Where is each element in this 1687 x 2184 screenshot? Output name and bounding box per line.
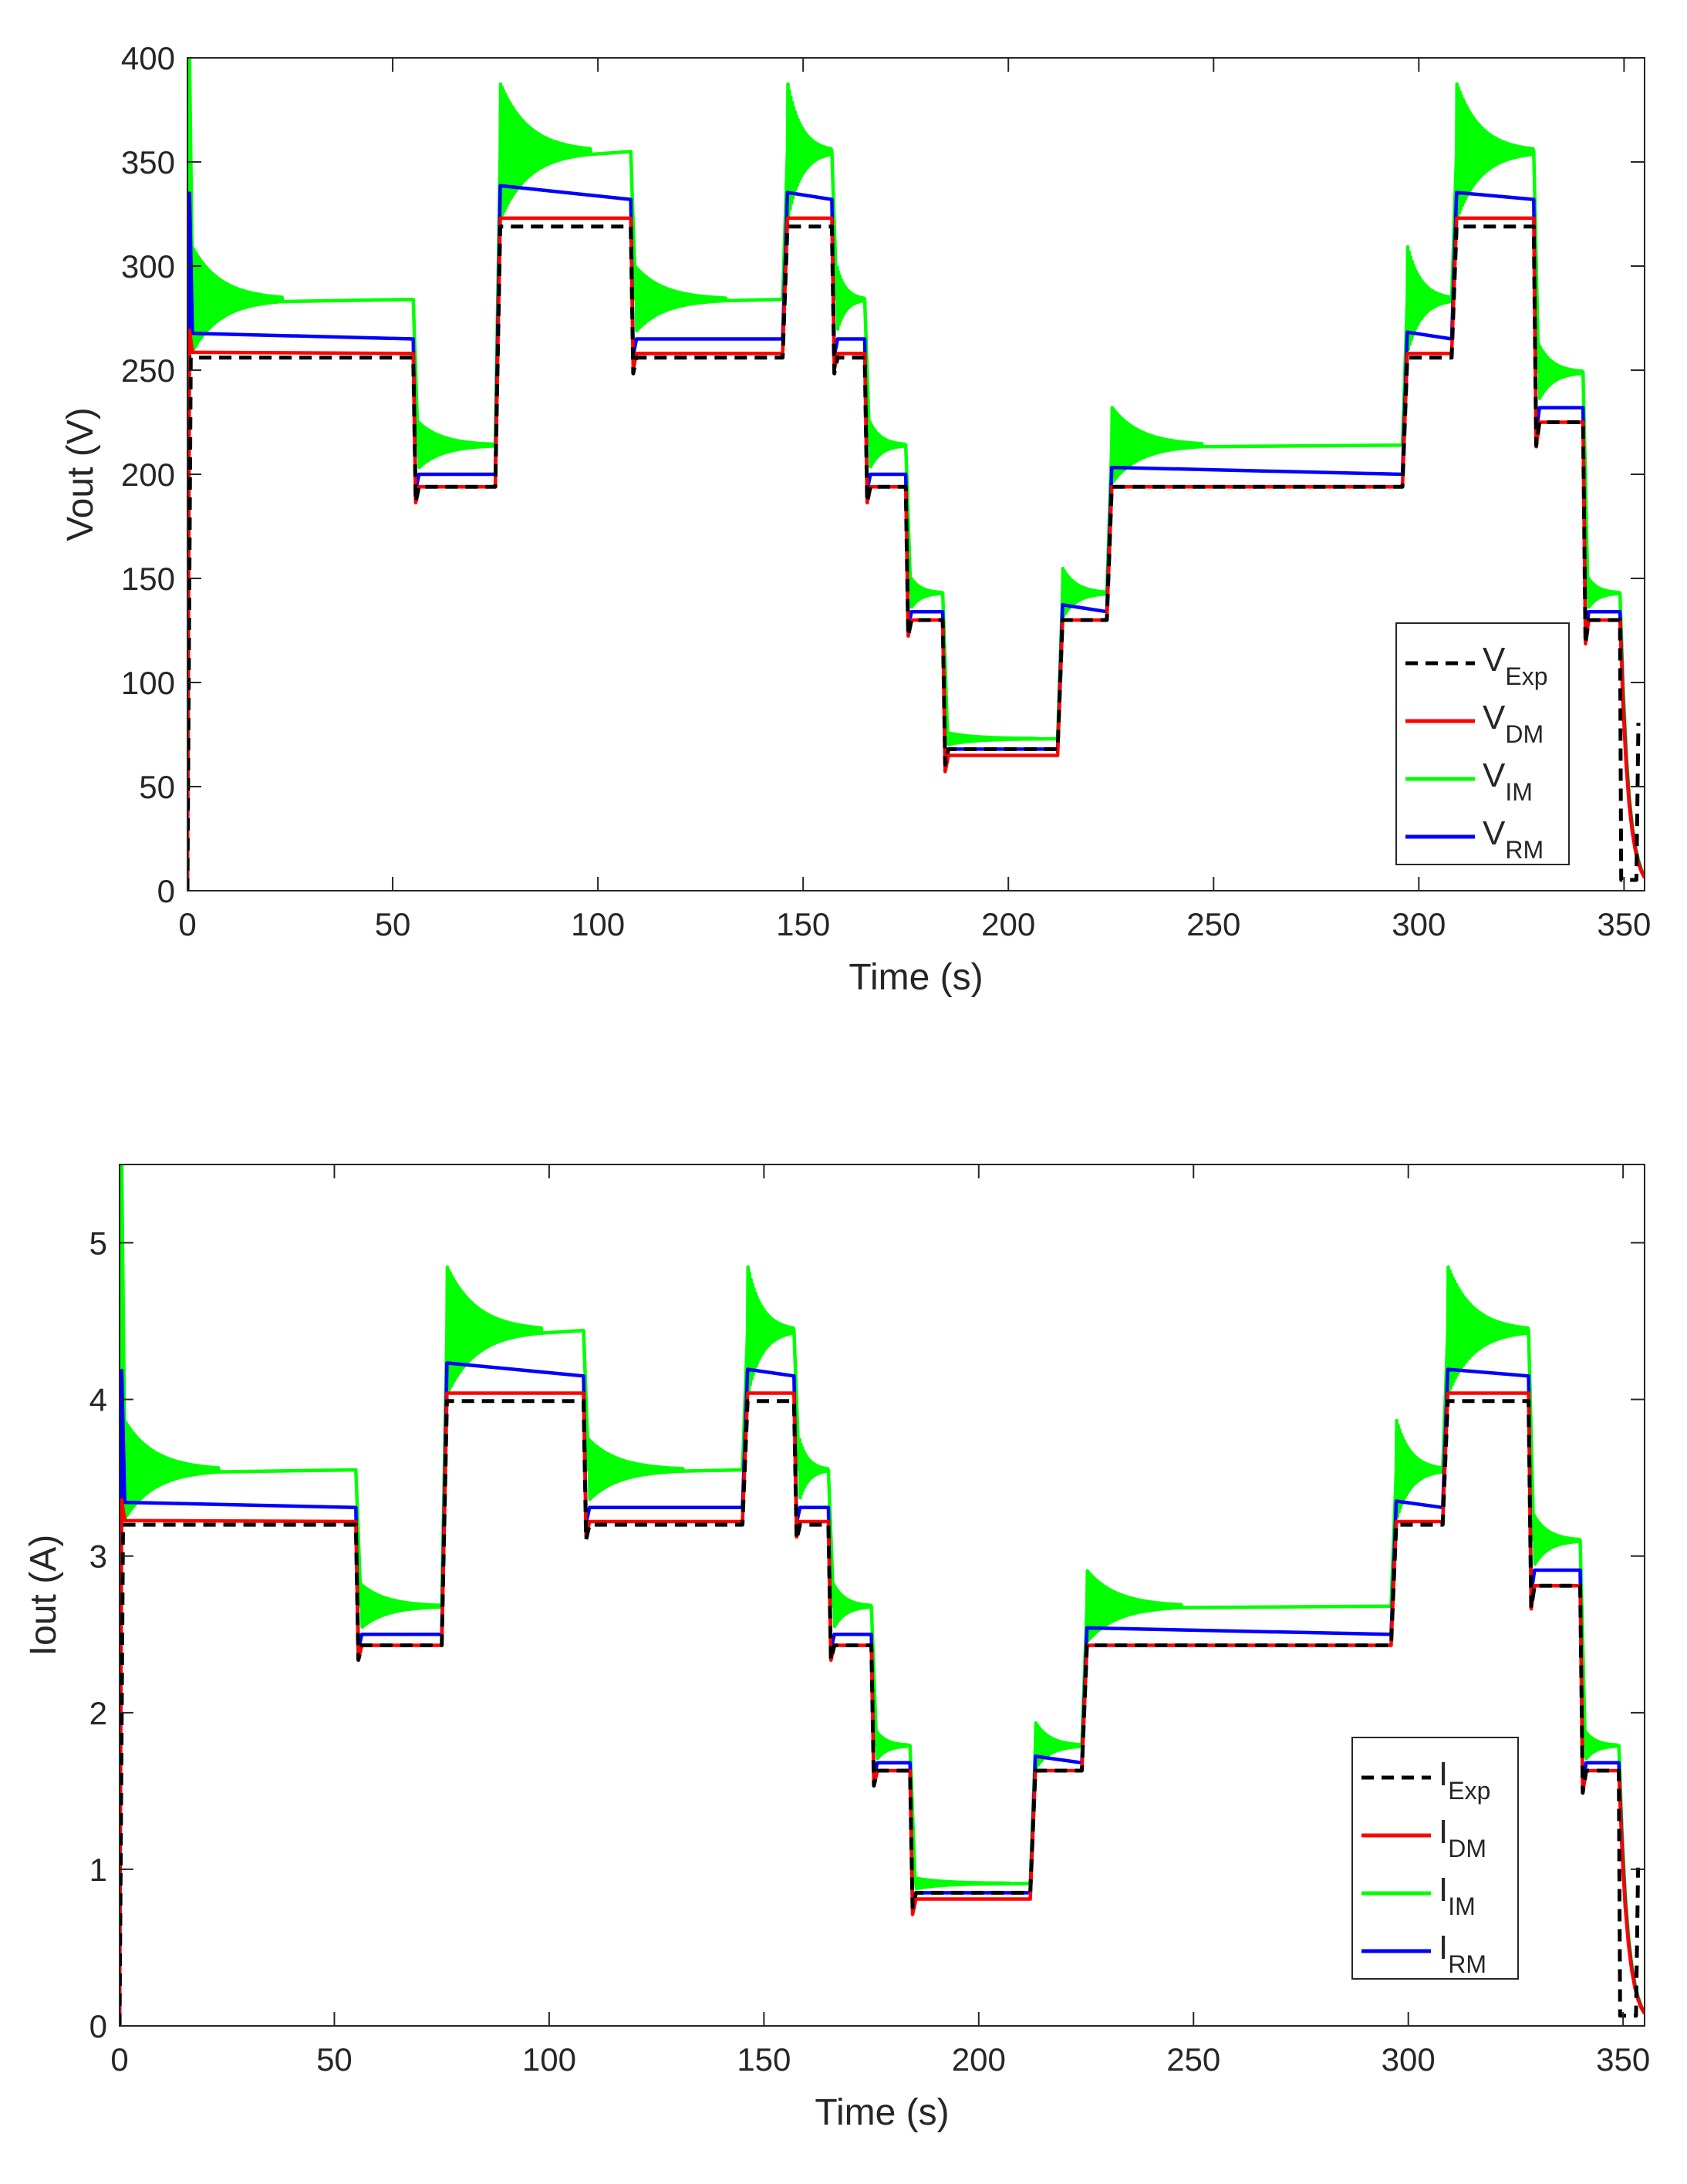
- x-tick-label: 100: [571, 906, 625, 942]
- y-tick-label: 5: [89, 1225, 107, 1262]
- y-tick-label: 50: [139, 769, 175, 805]
- x-axis-label: Time (s): [815, 2092, 949, 2133]
- x-tick-label: 50: [375, 906, 411, 942]
- series-line-exp: [120, 1399, 1641, 2026]
- current-plot: 0 50 100 150 200 250 300 350 0 1 2 3 4 5 Time (s) Iout …: [23, 1164, 1650, 2133]
- x-tick-label: 0: [178, 906, 196, 942]
- x-tick-label: 250: [1166, 2041, 1220, 2078]
- x-tick-label: 150: [737, 2041, 791, 2078]
- y-tick-label: 0: [89, 2008, 107, 2044]
- x-tick-label: 0: [110, 2041, 128, 2078]
- series-lines: [187, 58, 1645, 891]
- x-axis-label: Time (s): [849, 957, 983, 998]
- y-tick-label: 150: [121, 561, 175, 597]
- y-axis-label: Iout (A): [23, 1535, 64, 1656]
- x-tick-label: 50: [316, 2041, 353, 2078]
- y-tick-label: 3: [89, 1539, 107, 1575]
- series-line-exp: [187, 224, 1641, 891]
- y-tick-label: 250: [121, 352, 175, 389]
- x-tick-label: 350: [1597, 906, 1651, 942]
- y-tick-label: 1: [89, 1852, 107, 1888]
- legend-label-exp: IExp: [1439, 1755, 1490, 1805]
- x-tick-label: 100: [522, 2041, 576, 2078]
- y-tick-label: 400: [121, 40, 175, 76]
- series-line-im: [187, 58, 1645, 891]
- x-tick-label: 350: [1596, 2041, 1650, 2078]
- series-line-im: [120, 1164, 1645, 2026]
- x-tick-label: 200: [981, 906, 1035, 942]
- y-tick-label: 4: [89, 1382, 107, 1418]
- y-axis-label: Vout (V): [60, 407, 101, 541]
- voltage-plot: 0 50 100 150 200 250 300 350 0 50 100 150 200 250 300 3…: [60, 40, 1651, 998]
- y-tick-label: 350: [121, 144, 175, 180]
- series-lines: [120, 1164, 1645, 2026]
- legend-box: [1395, 622, 1570, 865]
- x-tick-label: 150: [776, 906, 830, 942]
- y-tick-label: 300: [121, 248, 175, 285]
- x-tick-label: 300: [1382, 2041, 1436, 2078]
- x-tick-label: 250: [1186, 906, 1240, 942]
- x-tick-label: 200: [952, 2041, 1006, 2078]
- legend-box: [1351, 1737, 1519, 1980]
- y-tick-label: 100: [121, 665, 175, 701]
- y-tick-label: 200: [121, 457, 175, 493]
- x-tick-label: 300: [1392, 906, 1446, 942]
- y-tick-label: 2: [89, 1695, 107, 1731]
- y-tick-label: 0: [157, 873, 175, 909]
- axes-box: [119, 1164, 1645, 2027]
